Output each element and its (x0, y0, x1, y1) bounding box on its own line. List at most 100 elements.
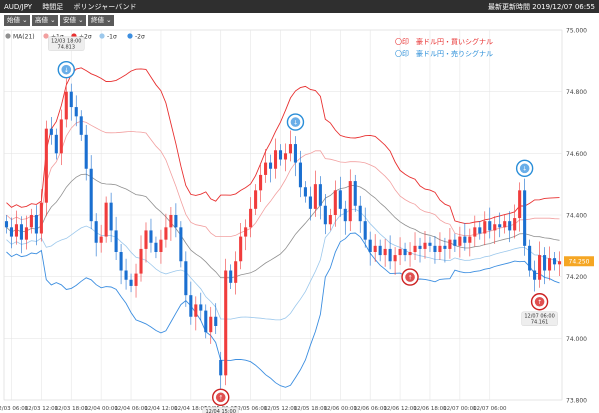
candle-up (538, 255, 542, 280)
x-tick-label: 12/04 06:00 (114, 406, 148, 412)
candle-down (154, 242, 158, 252)
candle-up (483, 221, 487, 234)
x-tick-label: 12/05 12:00 (264, 406, 298, 412)
candle-down (69, 91, 73, 108)
band-plus-2sigma (6, 67, 560, 224)
candle-up (557, 261, 562, 265)
candle-down (179, 227, 183, 262)
x-tick-label: 12/03 06:00 (0, 406, 29, 412)
y-tick-label: 74.600 (566, 151, 587, 158)
ma21-line (6, 173, 560, 279)
candle-down (533, 270, 537, 280)
signal-tooltip-time: 12/07 06:00 (524, 314, 554, 320)
low-price-dropdown[interactable]: 安値 ⌄ (60, 15, 86, 26)
candle-up (398, 248, 402, 256)
indicator-label: ボリンジャーバンド (73, 3, 137, 11)
candle-down (363, 221, 367, 240)
x-tick-label: 12/06 18:00 (413, 406, 447, 412)
signal-tooltip-box (48, 36, 85, 51)
candle-up (244, 227, 248, 237)
candle-up (473, 227, 477, 237)
candle-up (518, 190, 522, 219)
y-tick-label: 74.400 (566, 213, 587, 220)
x-tick-label: 12/06 12:00 (383, 406, 417, 412)
open-price-dropdown[interactable]: 始値 ⌄ (4, 15, 30, 26)
arrow-down-icon: ↓ (522, 166, 527, 173)
candle-down (94, 221, 98, 243)
legend-dot (43, 33, 49, 39)
candle-up (288, 144, 293, 154)
candle-down (84, 134, 88, 169)
candle-down (149, 230, 153, 243)
candle-down (488, 221, 492, 231)
candle-up (393, 255, 397, 262)
band-minus-1sigma (6, 208, 560, 321)
price-toolbar: 始値 ⌄ 高値 ⌄ 安値 ⌄ 終値 ⌄ (0, 15, 599, 27)
signal-tooltip-price: 74.813 (58, 44, 76, 50)
candle-down (49, 128, 53, 135)
candle-down (9, 227, 14, 237)
legend-label: MA(21) (13, 34, 35, 41)
candle-up (438, 245, 442, 252)
signal-tooltip-time: 12/04 15:00 (206, 409, 236, 413)
currency-pair: AUD/JPY (4, 3, 33, 11)
arrow-up-icon: ↑ (408, 274, 413, 281)
candle-down (54, 134, 58, 154)
band-minus-2sigma (6, 232, 560, 388)
candle-down (552, 258, 557, 265)
candle-down (293, 144, 297, 163)
candle-down (338, 190, 342, 209)
arrow-up-icon: ↑ (218, 395, 223, 402)
candle-down (318, 184, 322, 206)
candle-up (249, 208, 253, 228)
candle-up (493, 224, 497, 231)
candle-up (224, 270, 228, 376)
legend-dot (5, 33, 11, 39)
candle-down (269, 162, 273, 169)
candle-up (134, 273, 138, 286)
close-price-dropdown[interactable]: 終値 ⌄ (88, 15, 114, 26)
candle-down (19, 224, 23, 240)
candle-down (219, 359, 223, 376)
candle-down (523, 190, 527, 246)
candle-down (463, 236, 467, 243)
candle-down (129, 279, 133, 286)
candle-down (229, 270, 233, 283)
candle-up (39, 202, 43, 234)
candle-down (433, 245, 437, 252)
candle-up (383, 248, 387, 256)
legend-dot (127, 33, 133, 39)
candle-up (328, 215, 332, 225)
candle-down (124, 270, 128, 280)
sell-signal-dot (290, 117, 301, 127)
candle-up (408, 252, 412, 256)
legend-label: -1σ (107, 34, 117, 41)
candle-down (403, 248, 407, 256)
high-price-dropdown[interactable]: 高値 ⌄ (32, 15, 58, 26)
candle-up (239, 236, 243, 262)
legend-label: -2σ (135, 34, 145, 41)
candle-up (29, 215, 33, 228)
x-tick-label: 12/07 06:00 (473, 406, 507, 412)
candle-down (498, 224, 502, 228)
candle-up (164, 227, 168, 240)
candle-up (503, 221, 507, 228)
candle-up (513, 218, 517, 231)
candle-down (478, 227, 482, 234)
y-tick-label: 74.800 (566, 89, 587, 96)
candle-up (14, 224, 18, 237)
candle-up (254, 190, 258, 209)
candle-up (313, 184, 317, 209)
band-plus-1sigma (6, 120, 560, 237)
candle-down (199, 304, 203, 311)
candle-down (428, 242, 432, 246)
x-tick-label: 12/06 00:00 (324, 406, 358, 412)
candle-up (348, 181, 352, 222)
sell-signal-dot (61, 64, 72, 75)
candle-up (458, 236, 462, 246)
candle-down (343, 208, 347, 222)
x-tick-label: 12/03 12:00 (25, 406, 59, 412)
x-tick-label: 12/05 18:00 (294, 406, 328, 412)
signal-tooltip-price: 74.161 (531, 320, 549, 326)
y-tick-label: 75.000 (566, 28, 587, 35)
